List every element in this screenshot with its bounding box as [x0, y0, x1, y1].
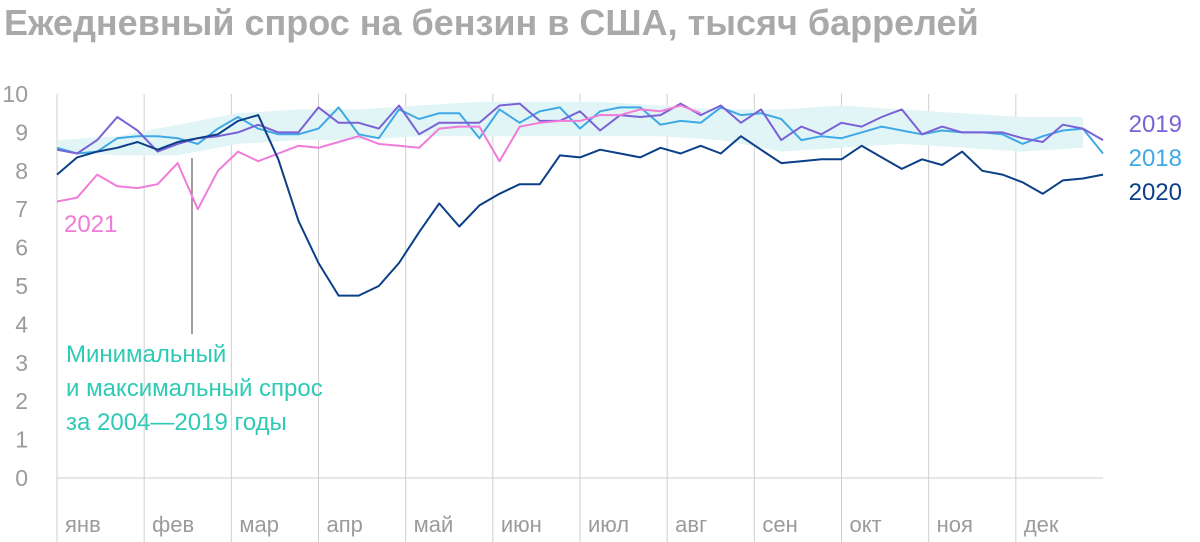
y-tick-label: 5	[15, 273, 28, 299]
series-line-2020	[56, 114, 1104, 297]
series-line-2018	[56, 106, 1104, 155]
series-label-2020: 2020	[1129, 179, 1182, 206]
series-label-2019: 2019	[1129, 111, 1182, 138]
band-annotation-text: и максимальный спрос	[66, 375, 323, 402]
y-tick-label: 6	[15, 235, 28, 261]
y-tick-label: 2	[15, 388, 28, 414]
series-label-2021: 2021	[64, 211, 117, 238]
x-tick-label: дек	[1024, 512, 1059, 537]
band-annotation-text: Минимальный	[66, 341, 226, 368]
x-tick-label: ноя	[937, 512, 973, 537]
y-tick-label: 8	[15, 158, 28, 184]
x-tick-label: июл	[588, 512, 629, 537]
y-tick-label: 0	[15, 465, 28, 491]
y-tick-label: 3	[15, 350, 28, 376]
x-tick-label: авг	[675, 512, 707, 537]
y-tick-label: 10	[2, 81, 28, 107]
y-tick-label: 4	[15, 311, 28, 337]
y-tick-label: 9	[15, 119, 28, 145]
x-tick-label: апр	[327, 512, 363, 537]
x-tick-label: июн	[501, 512, 542, 537]
x-tick-label: окт	[850, 512, 882, 537]
series-line-2021	[56, 104, 702, 211]
y-tick-label: 7	[15, 196, 28, 222]
y-tick-label: 1	[15, 427, 28, 453]
x-tick-label: май	[414, 512, 454, 537]
series-line-2019	[56, 102, 1104, 155]
x-tick-label: фев	[152, 512, 194, 537]
series-label-2018: 2018	[1129, 145, 1182, 172]
band-annotation-text: за 2004—2019 годы	[66, 409, 287, 436]
x-tick-label: сен	[762, 512, 797, 537]
x-tick-label: янв	[65, 512, 101, 537]
chart-title: Ежедневный спрос на бензин в США, тысяч …	[4, 2, 979, 43]
x-tick-label: мар	[239, 512, 279, 537]
